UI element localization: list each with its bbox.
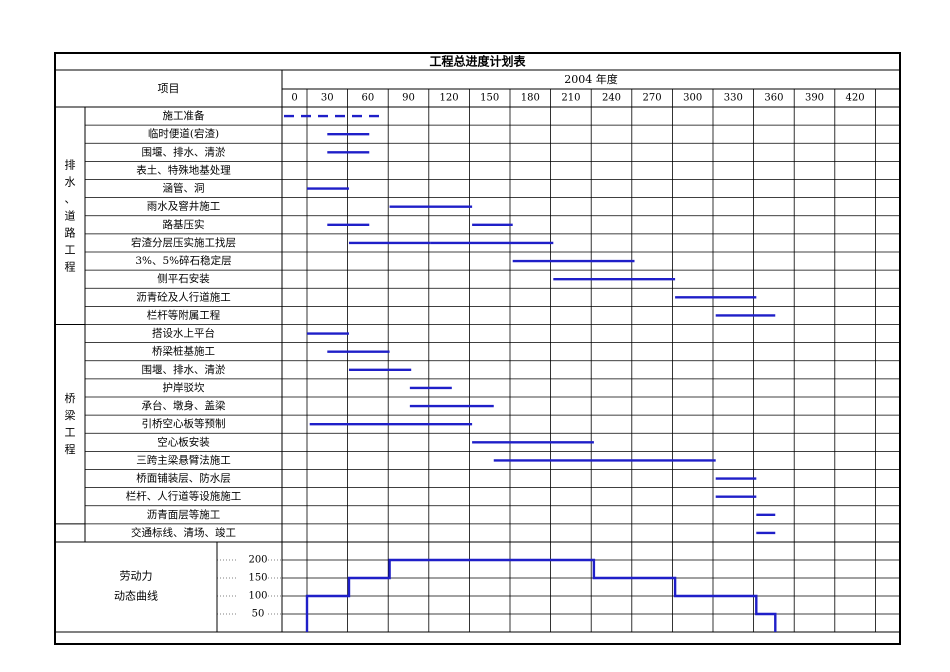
tick-label-bg	[238, 590, 268, 602]
outer-frame	[54, 52, 901, 645]
group-label-char: 水	[65, 175, 76, 188]
labor-tick-label: 100	[248, 591, 267, 602]
group-label-char: 工	[65, 243, 76, 256]
task-name: 施工准备	[163, 109, 205, 122]
task-name: 栏杆等附属工程	[147, 308, 221, 321]
task-name: 沥青面层等施工	[147, 508, 221, 521]
chart-title: 工程总进度计划表	[429, 54, 526, 69]
group-label-char: 、	[65, 192, 76, 205]
task-name: 三跨主梁悬臂法施工	[136, 453, 231, 466]
header-item-label: 项目	[158, 82, 180, 95]
group-label-char: 路	[65, 226, 76, 239]
day-label: 420	[846, 93, 865, 104]
day-label: 270	[643, 93, 662, 104]
day-label: 390	[805, 93, 824, 104]
day-label: 180	[521, 93, 540, 104]
task-name: 承台、墩身、盖梁	[142, 399, 226, 412]
labor-tick-label: 150	[248, 573, 267, 584]
task-name: 空心板安装	[157, 435, 210, 448]
task-name: 宕渣分层压实施工找层	[131, 236, 236, 249]
labor-tick-label: 200	[248, 555, 267, 566]
day-label: 210	[561, 93, 580, 104]
tick-label-bg	[238, 608, 268, 620]
task-name: 表土、特殊地基处理	[136, 163, 231, 176]
group-label-char: 程	[65, 443, 76, 456]
labor-label-line2: 动态曲线	[114, 589, 158, 603]
labor-curve	[305, 558, 777, 632]
labor-tick-label: 50	[252, 609, 265, 620]
day-label: 150	[480, 93, 499, 104]
tick-label-bg	[238, 572, 268, 584]
day-label: 360	[764, 93, 783, 104]
task-name: 临时便道(宕渣)	[148, 127, 219, 140]
group-label-char: 工	[65, 426, 76, 439]
task-name: 搭设水上平台	[152, 327, 215, 340]
task-name: 涵管、洞	[163, 182, 205, 195]
tick-label-bg	[238, 554, 268, 566]
day-label: 330	[724, 93, 743, 104]
task-name: 路基压实	[163, 218, 205, 231]
task-name: 围堰、排水、清淤	[142, 363, 226, 376]
group-label-char: 排	[65, 157, 76, 171]
group-label-char: 梁	[65, 408, 76, 422]
group-label-char: 桥	[65, 392, 76, 405]
task-name: 引桥空心板等预制	[142, 417, 226, 430]
task-name: 围堰、排水、清淤	[142, 145, 226, 158]
task-name: 护岸驳坎	[163, 381, 205, 394]
group-label-char: 道	[65, 208, 76, 222]
day-label: 90	[402, 93, 415, 104]
day-label: 30	[321, 93, 334, 104]
day-label: 60	[362, 93, 375, 104]
labor-label-line1: 劳动力	[120, 570, 153, 583]
day-label: 240	[602, 93, 621, 104]
day-label: 300	[683, 93, 702, 104]
task-name: 桥面铺装层、防水层	[136, 472, 231, 485]
task-name: 雨水及窨井施工	[147, 200, 221, 213]
day-label: 0	[291, 93, 297, 104]
task-name: 3%、5%碎石稳定层	[135, 254, 231, 267]
task-name: 栏杆、人行道等设施施工	[126, 490, 242, 503]
task-name: 沥青砼及人行道施工	[136, 290, 231, 303]
group-label-char: 程	[65, 260, 76, 273]
day-label: 120	[440, 93, 459, 104]
task-name: 侧平石安装	[157, 272, 210, 285]
header-year-label: 2004 年度	[564, 72, 618, 86]
task-name: 桥梁桩基施工	[152, 345, 215, 358]
task-name: 交通标线、清场、竣工	[131, 526, 236, 539]
